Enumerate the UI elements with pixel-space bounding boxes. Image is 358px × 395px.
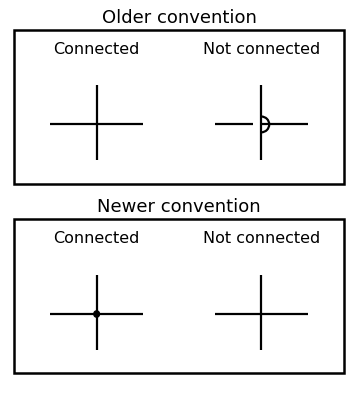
Text: Older convention: Older convention xyxy=(102,9,256,27)
Text: Not connected: Not connected xyxy=(203,42,320,57)
Bar xyxy=(14,30,344,184)
Bar xyxy=(14,219,344,373)
Text: Connected: Connected xyxy=(53,42,140,57)
Text: Newer convention: Newer convention xyxy=(97,198,261,216)
Text: Connected: Connected xyxy=(53,231,140,246)
Text: Not connected: Not connected xyxy=(203,231,320,246)
Circle shape xyxy=(94,311,100,317)
